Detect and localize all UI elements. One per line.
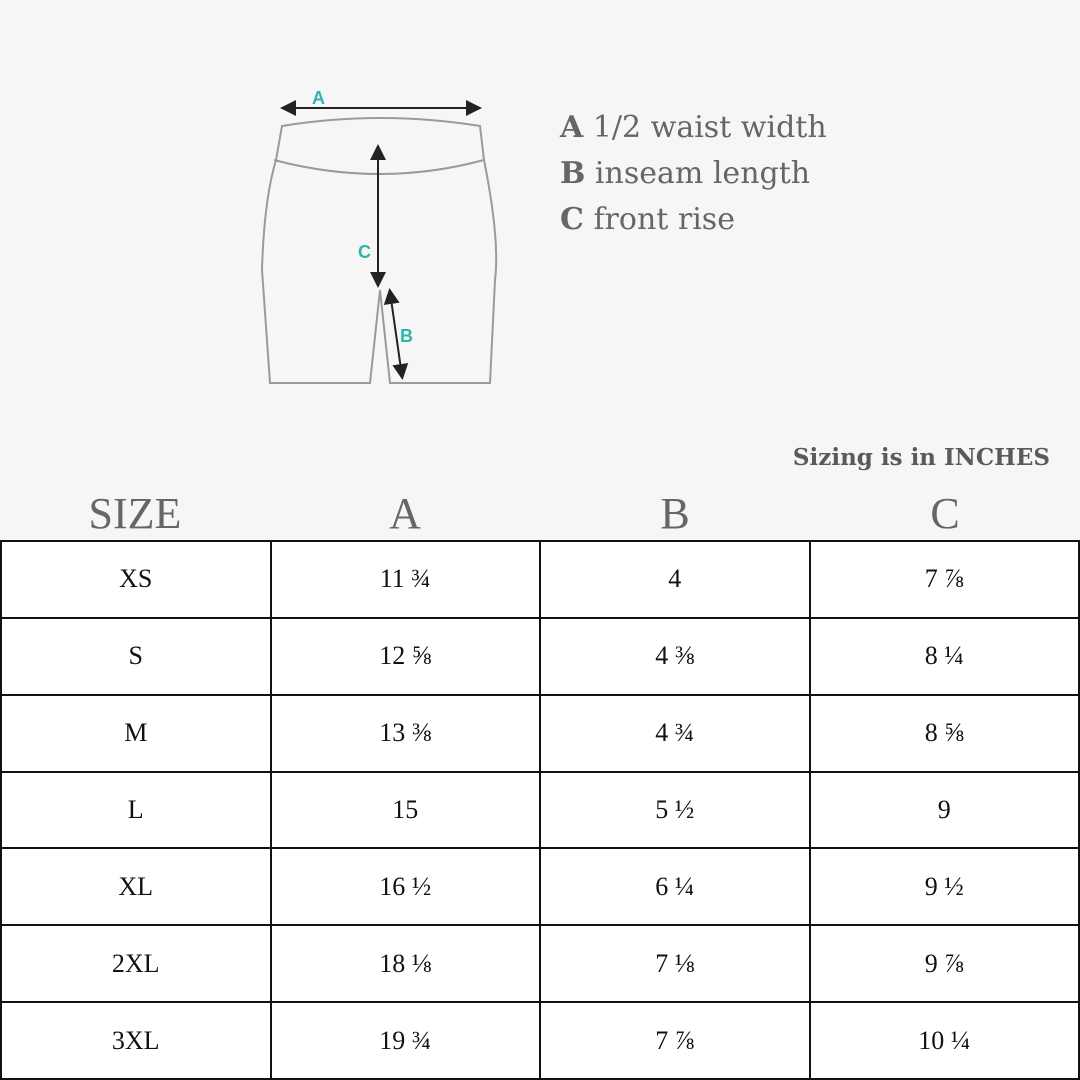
shorts-outline: [260, 117, 498, 384]
table-row: 2XL 18 ⅛ 7 ⅛ 9 ⅞: [0, 924, 1080, 1004]
cell-size: 3XL: [0, 1001, 272, 1080]
cell-a: 19 ¾: [269, 1001, 541, 1080]
table-row: S 12 ⅝ 4 ⅜ 8 ¼: [0, 616, 1080, 696]
cell-c: 9: [808, 770, 1080, 850]
cell-b: 4 ⅜: [539, 616, 811, 696]
legend-text: 1/2 waist width: [592, 110, 827, 145]
table-header-row: SIZE A B C: [0, 488, 1080, 540]
header-size: SIZE: [88, 489, 182, 538]
cell-size: S: [0, 616, 272, 696]
cell-a: 15: [269, 770, 541, 850]
cell-b: 7 ⅞: [539, 1001, 811, 1080]
header-b: B: [660, 489, 690, 538]
legend-key: A: [560, 110, 584, 145]
cell-c: 10 ¼: [808, 1001, 1080, 1080]
cell-b: 7 ⅛: [539, 924, 811, 1004]
cell-c: 8 ¼: [808, 616, 1080, 696]
legend-text: inseam length: [594, 156, 811, 191]
cell-a: 11 ¾: [269, 540, 541, 619]
cell-a: 13 ⅜: [269, 693, 541, 773]
table-row: L 15 5 ½ 9: [0, 770, 1080, 850]
table-row: 3XL 19 ¾ 7 ⅞ 10 ¼: [0, 1001, 1080, 1080]
header-a: A: [389, 489, 421, 538]
legend-item-a: A 1/2 waist width: [560, 108, 827, 154]
measurement-legend: A 1/2 waist width B inseam length C fron…: [560, 108, 827, 246]
label-a: A: [312, 88, 325, 108]
shorts-illustration: A C B: [260, 88, 498, 384]
unit-note: Sizing is in INCHES: [792, 444, 1050, 471]
cell-a: 12 ⅝: [269, 616, 541, 696]
legend-item-c: C front rise: [560, 200, 827, 246]
cell-size: XS: [0, 540, 272, 619]
cell-size: M: [0, 693, 272, 773]
header-c: C: [930, 489, 960, 538]
cell-c: 7 ⅞: [808, 540, 1080, 619]
cell-size: L: [0, 770, 272, 850]
label-b: B: [400, 326, 413, 346]
legend-text: front rise: [593, 202, 735, 237]
cell-a: 16 ½: [269, 847, 541, 927]
label-c: C: [358, 242, 371, 262]
cell-b: 4: [539, 540, 811, 619]
cell-a: 18 ⅛: [269, 924, 541, 1004]
cell-size: XL: [0, 847, 272, 927]
cell-size: 2XL: [0, 924, 272, 1004]
table-row: XL 16 ½ 6 ¼ 9 ½: [0, 847, 1080, 927]
legend-key: B: [560, 156, 586, 191]
arrow-b: [383, 288, 409, 380]
cell-c: 8 ⅝: [808, 693, 1080, 773]
cell-c: 9 ½: [808, 847, 1080, 927]
table-row: M 13 ⅜ 4 ¾ 8 ⅝: [0, 693, 1080, 773]
cell-b: 6 ¼: [539, 847, 811, 927]
legend-key: C: [560, 202, 584, 237]
size-chart-table: XS 11 ¾ 4 7 ⅞ S 12 ⅝ 4 ⅜ 8 ¼ M 13 ⅜ 4 ¾ …: [0, 540, 1080, 1080]
cell-b: 5 ½: [539, 770, 811, 850]
table-row: XS 11 ¾ 4 7 ⅞: [0, 540, 1080, 619]
cell-c: 9 ⅞: [808, 924, 1080, 1004]
shorts-measurement-diagram: A C B: [250, 80, 520, 400]
cell-b: 4 ¾: [539, 693, 811, 773]
legend-item-b: B inseam length: [560, 154, 827, 200]
